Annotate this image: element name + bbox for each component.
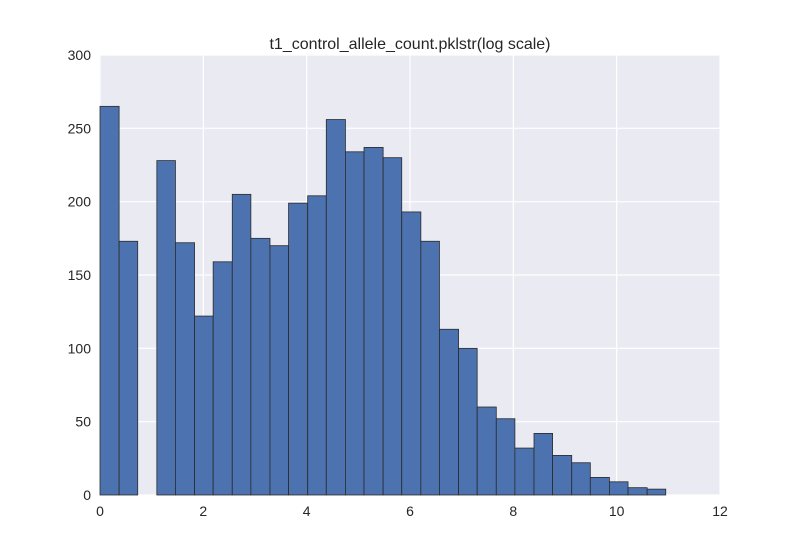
histogram-bar: [363, 146, 384, 496]
histogram-bar: [118, 240, 139, 496]
y-axis-ticks: 0 50 100 150 200 250 300: [68, 47, 92, 503]
x-tick-label: 8: [509, 503, 517, 519]
x-tick-label: 4: [303, 503, 311, 519]
x-tick-label: 10: [609, 503, 625, 519]
y-tick-label: 200: [68, 194, 92, 210]
y-tick-label: 50: [75, 414, 91, 430]
x-tick-label: 0: [96, 503, 104, 519]
histogram-bar: [458, 347, 478, 496]
histogram-bar: [514, 447, 535, 496]
histogram-bar: [420, 240, 440, 496]
histogram-bar: [646, 488, 667, 496]
histogram-bar: [156, 160, 176, 496]
x-tick-label: 12: [712, 503, 728, 519]
y-tick-label: 150: [68, 267, 92, 283]
histogram-bar: [589, 476, 610, 496]
histogram-bar: [250, 237, 271, 496]
histogram-bar: [345, 151, 365, 496]
x-axis-ticks: 0 2 4 6 8 10 12: [96, 503, 728, 519]
histogram-bar: [552, 454, 573, 496]
histogram-bar: [439, 328, 459, 496]
bars: [99, 105, 667, 496]
histogram-bar: [231, 193, 252, 496]
histogram-bar: [288, 202, 309, 496]
histogram-bar: [99, 105, 120, 496]
histogram-bar: [307, 195, 327, 496]
chart-title: t1_control_allele_count.pklstr(log scale…: [269, 36, 550, 53]
histogram-bar: [194, 315, 214, 496]
y-tick-label: 100: [68, 340, 92, 356]
histogram-bar: [571, 462, 591, 496]
histogram-bar: [175, 242, 195, 496]
histogram-bar: [533, 432, 554, 496]
y-tick-label: 300: [68, 47, 92, 63]
histogram-bar: [495, 418, 516, 496]
histogram-bar: [627, 487, 648, 496]
histogram-bar: [325, 119, 346, 496]
histogram-bar: [609, 481, 629, 496]
histogram-bar: [476, 406, 497, 496]
histogram-bar: [212, 261, 233, 496]
y-tick-label: 250: [68, 120, 92, 136]
x-tick-label: 6: [406, 503, 414, 519]
histogram-bar: [382, 157, 403, 496]
histogram-bar: [269, 245, 289, 496]
x-tick-label: 2: [199, 503, 207, 519]
histogram-bar: [401, 211, 422, 496]
y-tick-label: 0: [83, 487, 91, 503]
